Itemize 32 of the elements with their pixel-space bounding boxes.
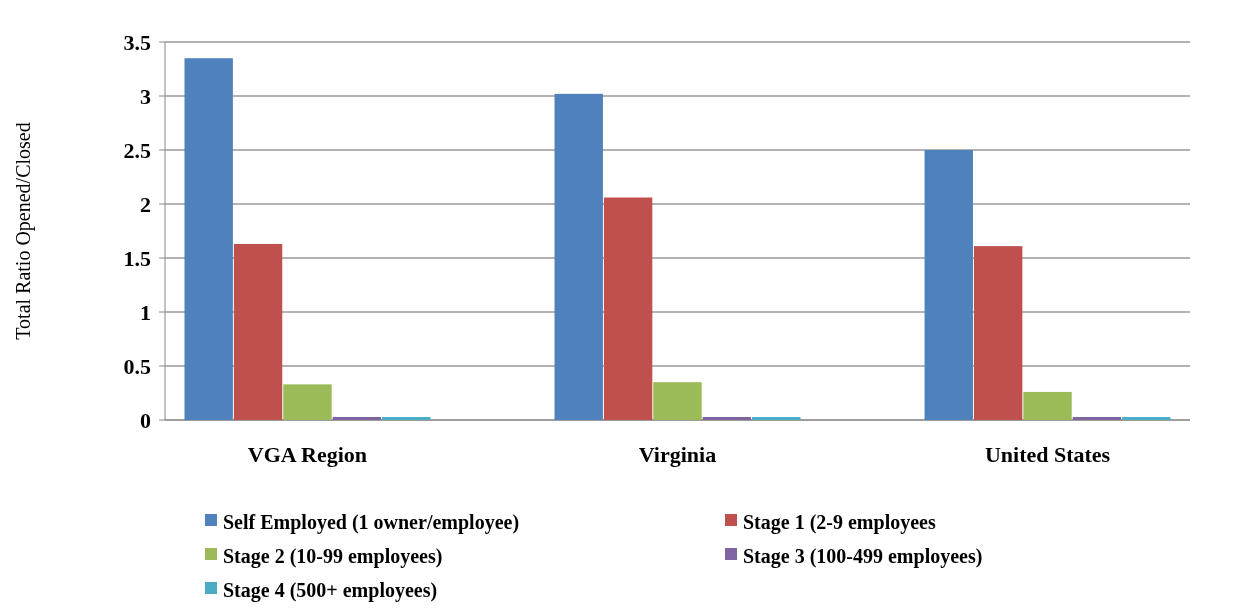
x-tick-label: United States xyxy=(984,442,1111,467)
bar xyxy=(554,93,603,420)
bar xyxy=(382,417,431,420)
legend-label: Stage 1 (2-9 employees xyxy=(743,511,936,534)
bar xyxy=(752,417,801,420)
bar xyxy=(924,150,973,420)
bar xyxy=(1122,417,1171,420)
y-axis-title: Total Ratio Opened/Closed xyxy=(12,122,35,340)
x-tick-label: Virginia xyxy=(638,442,717,467)
x-tick-label: VGA Region xyxy=(247,442,368,467)
legend-label: Stage 2 (10-99 employees) xyxy=(223,545,443,568)
y-tick-label: 0 xyxy=(140,407,151,433)
y-tick-label: 2.5 xyxy=(123,137,151,163)
y-tick-label: 3 xyxy=(140,83,151,109)
legend-label: Stage 4 (500+ employees) xyxy=(223,579,438,602)
bar xyxy=(283,384,332,420)
bar xyxy=(184,58,233,420)
legend-label: Self Employed (1 owner/employee) xyxy=(223,511,520,534)
bar xyxy=(653,382,702,420)
y-tick-label: 0.5 xyxy=(123,353,151,379)
bar xyxy=(702,417,752,420)
y-tick-label: 2 xyxy=(140,191,151,217)
y-tick-label: 1 xyxy=(140,299,151,325)
bar xyxy=(1023,391,1072,420)
y-tick-label: 1.5 xyxy=(123,245,151,271)
bar xyxy=(973,246,1023,420)
bar xyxy=(603,197,653,420)
legend-label: Stage 3 (100-499 employees) xyxy=(743,545,983,568)
bar xyxy=(332,417,382,420)
bar xyxy=(233,243,283,420)
y-tick-label: 3.5 xyxy=(123,29,151,55)
bar xyxy=(1072,417,1122,420)
